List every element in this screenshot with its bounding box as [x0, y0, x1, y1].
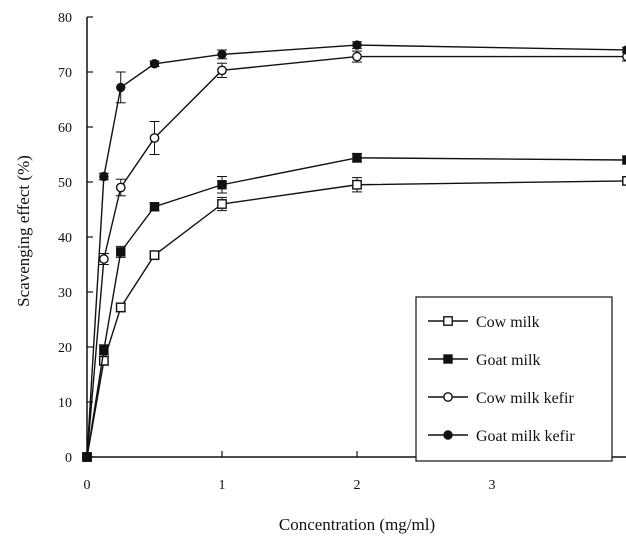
marker-filled-square [622, 155, 626, 165]
y-tick-label: 40 [58, 231, 72, 246]
legend-label: Cow milk [476, 314, 540, 331]
legend-label: Cow milk kefir [476, 390, 574, 407]
marker-open-circle [443, 392, 453, 402]
y-tick-label: 80 [58, 11, 72, 26]
legend-item: Goat milk kefir [428, 428, 575, 445]
marker-filled-circle [443, 430, 453, 440]
y-tick-label: 70 [58, 66, 72, 81]
marker-open-square [352, 179, 362, 190]
marker-open-circle [352, 51, 362, 62]
x-tick-label: 3 [489, 478, 496, 493]
legend-item: Cow milk [428, 314, 540, 331]
x-tick-label: 1 [219, 478, 226, 493]
marker-filled-circle [82, 452, 92, 462]
y-tick-label: 50 [58, 176, 72, 191]
marker-open-circle [149, 133, 160, 143]
marker-filled-square [217, 180, 227, 190]
marker-filled-circle [217, 49, 227, 60]
x-tick-label: 2 [354, 478, 361, 493]
y-tick-label: 0 [65, 451, 72, 466]
series-goat-milk-kefir [82, 40, 626, 462]
y-tick-label: 60 [58, 121, 72, 136]
y-tick-label: 20 [58, 341, 72, 356]
legend: Cow milk Goat milk Cow milk kefir Goat milk… [415, 296, 613, 462]
marker-open-circle [217, 65, 227, 76]
marker-filled-square [116, 247, 126, 257]
x-axis-label: Concentration (mg/ml) [279, 515, 435, 534]
series-layer [82, 40, 626, 462]
marker-open-circle [98, 254, 109, 264]
marker-filled-square [99, 345, 109, 355]
marker-open-square [98, 355, 109, 366]
marker-open-circle [622, 51, 626, 62]
axis-ticks: 0 10 20 30 40 50 60 70 80 0 1 2 3 [58, 11, 496, 493]
marker-filled-square [149, 202, 160, 212]
marker-filled-square [352, 153, 362, 163]
marker-open-square [443, 316, 453, 326]
legend-label: Goat milk kefir [476, 428, 575, 445]
marker-filled-circle [622, 45, 626, 55]
marker-filled-circle [352, 40, 362, 50]
marker-open-square [217, 199, 227, 209]
marker-filled-circle [116, 82, 126, 93]
marker-open-square [622, 175, 626, 186]
marker-filled-circle [99, 171, 109, 182]
marker-open-square [115, 302, 126, 313]
y-tick-label: 10 [58, 396, 72, 411]
legend-item: Cow milk kefir [428, 390, 574, 407]
marker-open-circle [115, 182, 126, 193]
x-tick-label: 0 [84, 478, 91, 493]
y-tick-label: 30 [58, 286, 72, 301]
legend-label: Goat milk [476, 352, 540, 369]
y-axis-label: Scavenging effect (%) [14, 155, 33, 307]
marker-open-square [149, 250, 160, 261]
legend-item: Goat milk [428, 352, 540, 369]
marker-filled-square [443, 354, 453, 364]
marker-filled-circle [149, 59, 160, 69]
